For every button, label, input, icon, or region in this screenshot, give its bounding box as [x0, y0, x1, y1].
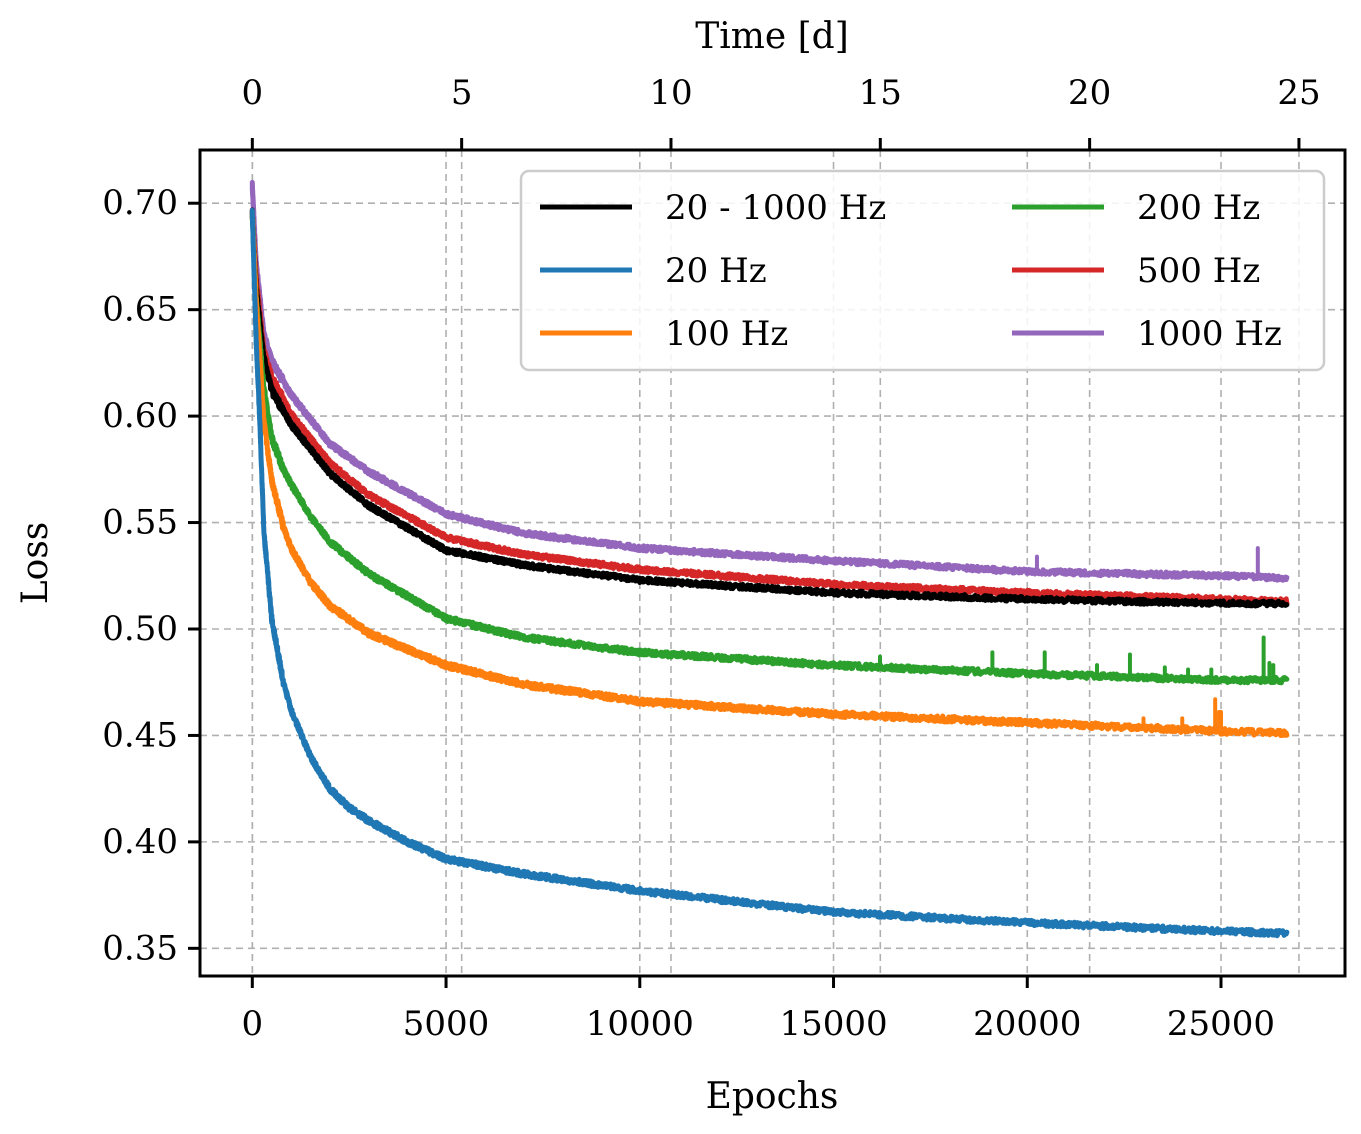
y-tick-label: 0.45: [102, 715, 178, 755]
legend-entries: 20 - 1000 Hz 20 Hz 100 Hz 200 Hz 500 Hz 1000 …: [540, 188, 1282, 354]
y-tick-label: 0.55: [102, 503, 178, 543]
x-tick-label: 0: [241, 1004, 263, 1044]
series-line-2: [249, 208, 1290, 738]
plot-frame: [198, 148, 1347, 978]
series-lines: [249, 179, 1290, 939]
x2-tick-label: 20: [1068, 73, 1111, 113]
x2-tick-label: 15: [859, 73, 902, 113]
y-tick-label: 0.65: [102, 290, 178, 330]
x-tick-label: 20000: [973, 1004, 1081, 1044]
legend-label: 20 Hz: [665, 251, 767, 291]
x-tick-label: 15000: [779, 1004, 887, 1044]
legend-label: 100 Hz: [665, 314, 788, 354]
legend: 20 - 1000 Hz 20 Hz 100 Hz 200 Hz 500 Hz 1000 …: [519, 169, 1326, 372]
legend-box: [519, 169, 1326, 372]
series-line-0: [249, 207, 1290, 609]
y-tick-label: 0.50: [102, 609, 178, 649]
y-tick-label: 0.40: [102, 822, 178, 862]
x2-tick-label: 0: [242, 73, 264, 113]
x-tick-label: 10000: [586, 1004, 694, 1044]
x-axis-title: Epochs: [706, 1076, 839, 1117]
series-line-3: [249, 208, 1290, 686]
x2-tick-label: 25: [1277, 73, 1320, 113]
legend-label: 1000 Hz: [1137, 314, 1282, 354]
legend-label: 500 Hz: [1137, 251, 1260, 291]
x-tick-label: 5000: [403, 1004, 490, 1044]
axis-ticks: 0.350.400.450.500.550.600.650.700 5000 100…: [102, 73, 1320, 1044]
x-tick-label: 25000: [1167, 1004, 1275, 1044]
legend-label: 200 Hz: [1137, 188, 1260, 228]
x2-tick-label: 5: [451, 73, 473, 113]
series-line-5: [249, 179, 1290, 583]
y-tick-label: 0.60: [102, 396, 178, 436]
y-tick-label: 0.70: [102, 183, 178, 223]
legend-label: 20 - 1000 Hz: [665, 188, 886, 228]
x2-tick-label: 10: [649, 73, 692, 113]
series-line-1: [249, 207, 1290, 939]
x2-axis-title: Time [d]: [695, 16, 849, 57]
y-tick-label: 0.35: [102, 928, 178, 968]
series-line-4: [249, 209, 1290, 607]
y-axis-title: Loss: [15, 522, 56, 605]
